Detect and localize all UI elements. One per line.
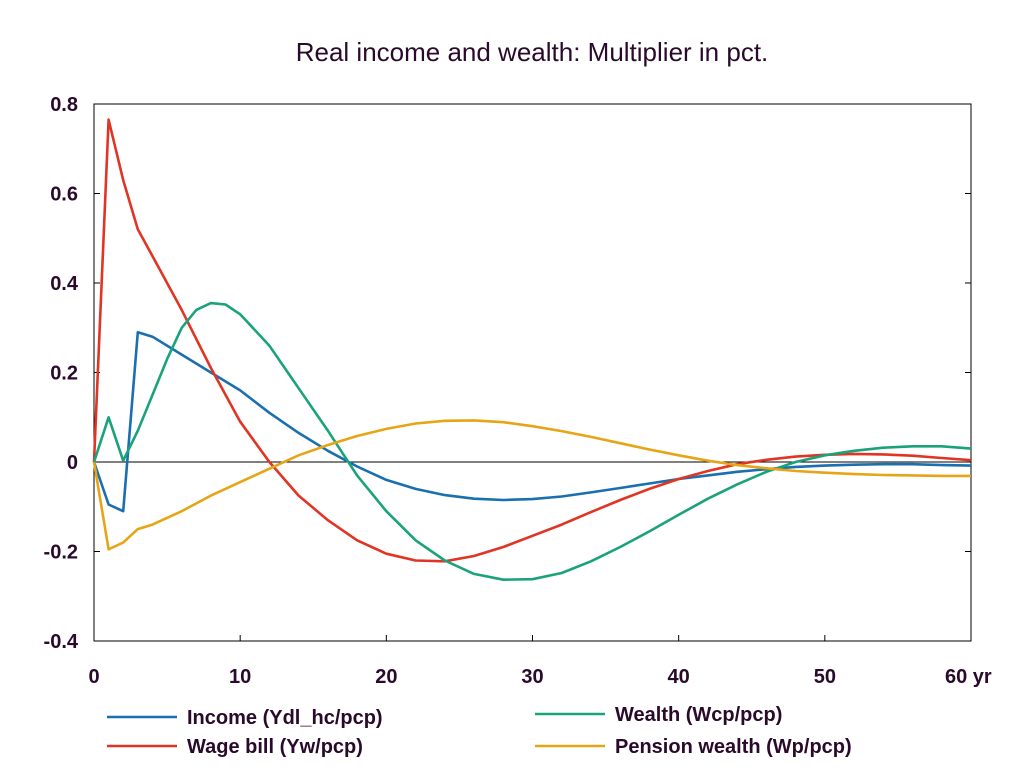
legend-label: Wage bill (Yw/pcp) — [187, 736, 363, 758]
x-tick-label: 10 — [229, 666, 251, 688]
y-tick-label: 0.6 — [50, 184, 78, 206]
chart-title: Real income and wealth: Multiplier in pc… — [296, 37, 769, 67]
legend-label: Income (Ydl_hc/pcp) — [187, 707, 383, 729]
legend: Income (Ydl_hc/pcp) Wage bill (Yw/pcp) Wea… — [107, 704, 852, 758]
series-line-income — [92, 330, 972, 513]
y-tick-label: 0.2 — [50, 363, 78, 385]
x-tick-label: 50 — [814, 666, 836, 688]
x-tick-label: 20 — [375, 666, 397, 688]
y-tick-label: 0 — [67, 452, 78, 474]
y-tick-label: 0.4 — [50, 273, 79, 295]
legend-label: Pension wealth (Wp/pcp) — [615, 736, 852, 758]
plot-area: -0.4 -0.2 0 0.2 0.4 0.6 0.8 0 10 20 30 40 50 60 yr — [44, 94, 992, 688]
legend-label: Wealth (Wcp/pcp) — [615, 704, 782, 726]
x-tick-label: 60 yr — [945, 666, 992, 688]
y-tick-label: 0.8 — [50, 94, 78, 116]
x-tick-label: 30 — [521, 666, 543, 688]
x-tick-label: 40 — [668, 666, 690, 688]
series-line-wage — [92, 118, 972, 563]
y-tick-label: -0.4 — [44, 631, 79, 653]
x-tick-label: 0 — [88, 666, 99, 688]
y-tick-label: -0.2 — [44, 542, 78, 564]
plot-frame — [93, 103, 972, 642]
series-line-pension — [92, 419, 971, 551]
series-line-wealth — [92, 301, 972, 581]
